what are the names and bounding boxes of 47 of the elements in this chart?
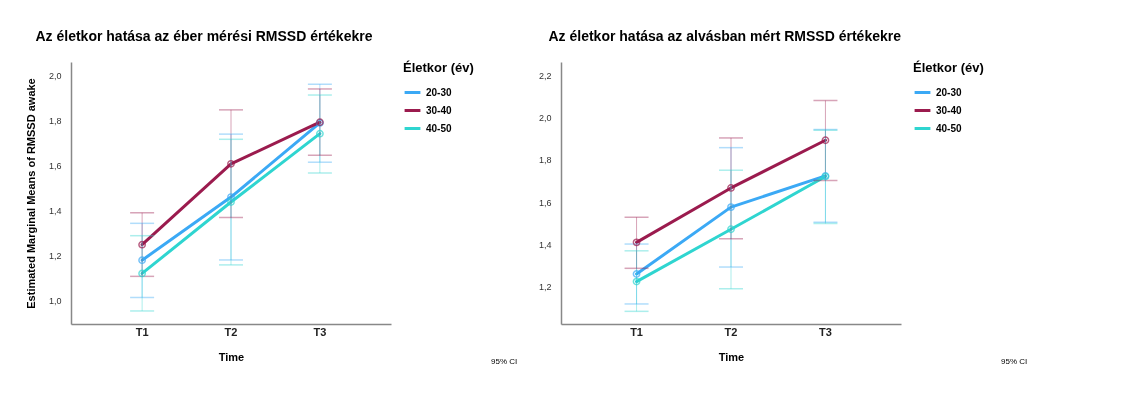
point [727, 203, 735, 212]
x-axis-title: Time [218, 350, 245, 363]
y-tick-label: 2,0 [48, 70, 62, 81]
chart-title: Az életkor hatása az éber mérési RMSSD értékekre [35, 28, 373, 44]
point [632, 277, 641, 286]
legend-title: Életkor (év) [913, 60, 984, 75]
point [227, 198, 235, 206]
legend-label: 30-40 [426, 104, 453, 116]
x-tick-label: T2 [224, 325, 238, 338]
point [227, 159, 235, 168]
legend-label: 40-50 [426, 122, 453, 134]
y-tick-label: 1,8 [48, 115, 62, 126]
y-tick-label: 1,6 [48, 160, 62, 171]
point [727, 184, 735, 192]
point [138, 269, 147, 278]
chart-title: Az életkor hatása az alvásban mért RMSSD értékekre [548, 28, 902, 44]
point [138, 240, 147, 249]
legend-label: 20-30 [936, 86, 963, 98]
point [227, 193, 235, 201]
y-tick-label: 1,2 [48, 250, 62, 261]
x-tick-label: T3 [819, 325, 832, 338]
y-tick-label: 2,0 [538, 113, 552, 124]
point [632, 238, 641, 247]
point [138, 256, 147, 265]
y-tick-label: 2,2 [538, 71, 552, 81]
y-tick-label: 1,8 [538, 155, 552, 166]
point [315, 129, 324, 138]
y-axis-title: Estimated Marginal Means of RMSSD awake [24, 78, 37, 309]
legend-label: 40-50 [936, 122, 963, 134]
legend-title: Életkor (év) [403, 60, 474, 75]
y-tick-label: 1,4 [538, 239, 552, 250]
x-tick-label: T1 [135, 325, 149, 338]
x-tick-label: T3 [313, 325, 327, 338]
text: 95% CI [491, 357, 518, 366]
y-tick-label: 1,6 [538, 197, 552, 208]
x-axis-title: Time [718, 350, 745, 363]
text: 95% CI [1001, 357, 1028, 366]
legend-label: 30-40 [936, 104, 963, 116]
y-tick-label: 1,0 [48, 295, 62, 306]
y-tick-label: 1,2 [538, 281, 552, 292]
y-tick-label: 1,4 [48, 205, 62, 216]
x-tick-label: T1 [630, 325, 643, 338]
point [632, 270, 641, 278]
point [821, 136, 830, 145]
x-tick-label: T2 [724, 325, 738, 338]
point [727, 225, 735, 234]
legend-label: 20-30 [426, 86, 453, 98]
